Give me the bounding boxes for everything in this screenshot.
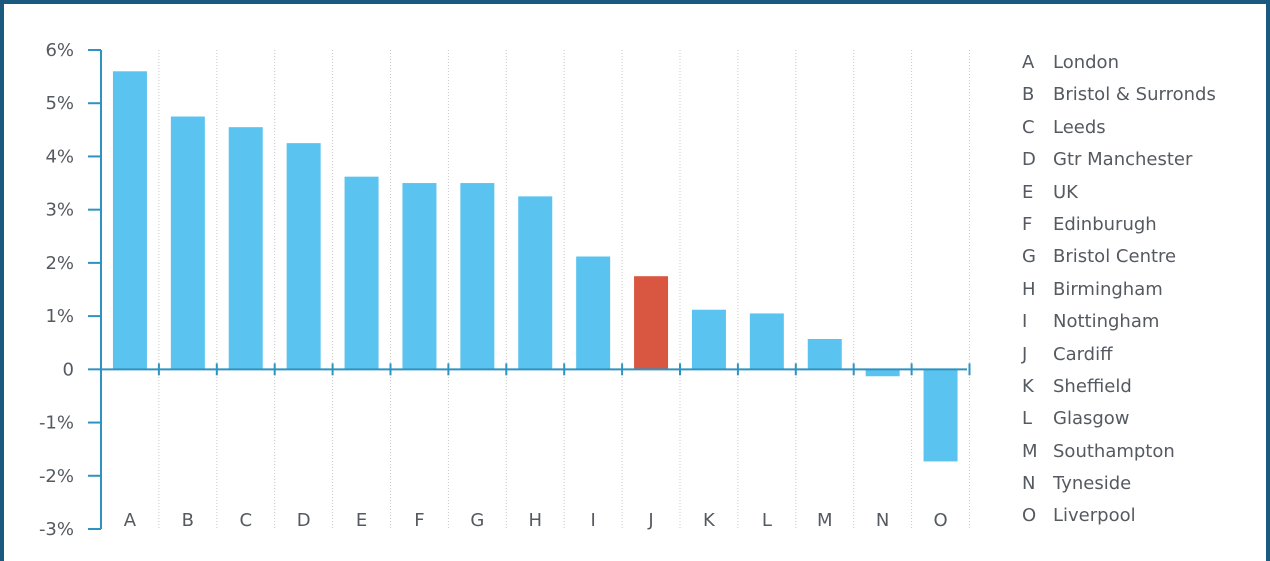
legend-label: Edinburugh (1053, 213, 1157, 235)
bars (112, 71, 958, 462)
legend-label: Liverpool (1053, 505, 1136, 527)
bar (807, 338, 842, 370)
legend-label: Cardiff (1053, 343, 1113, 365)
x-tick-label: D (297, 510, 311, 531)
legend-code: J (1022, 343, 1028, 365)
bar (576, 256, 611, 370)
y-tick-label: 0 (63, 359, 74, 380)
x-tick-label: N (876, 510, 889, 531)
legend-code: G (1022, 246, 1036, 268)
bar (518, 196, 553, 370)
bar (460, 183, 495, 370)
y-tick-label: 4% (45, 146, 74, 167)
legend-label: Birmingham (1053, 278, 1163, 300)
legend-code: H (1022, 278, 1036, 300)
bar (286, 143, 321, 370)
x-tick-label: H (528, 510, 542, 531)
x-tick-label: O (933, 510, 947, 531)
bar (402, 183, 437, 370)
x-tick-label: E (356, 510, 367, 531)
legend-item: C Leeds (1022, 112, 1216, 144)
legend-label: Leeds (1053, 116, 1106, 138)
y-tick-label: -3% (39, 519, 74, 540)
legend-item: H Birmingham (1022, 274, 1216, 306)
legend-item: L Glasgow (1022, 403, 1216, 435)
legend-label: Southampton (1053, 440, 1175, 462)
legend-item: G Bristol Centre (1022, 241, 1216, 273)
legend-label: Tyneside (1053, 473, 1132, 495)
legend-code: E (1022, 181, 1034, 203)
legend-code: C (1022, 116, 1035, 138)
legend-label: Bristol & Surronds (1053, 84, 1216, 106)
legend-code: M (1022, 440, 1038, 462)
legend-code: K (1022, 375, 1034, 397)
legend-code: A (1022, 52, 1035, 73)
bar (344, 176, 379, 370)
y-tick-label: 1% (45, 306, 74, 327)
legend-label: Bristol Centre (1053, 246, 1177, 268)
legend-item: J Cardiff (1022, 339, 1216, 371)
x-tick-label: C (239, 510, 252, 531)
bar (691, 309, 726, 370)
legend-item: I Nottingham (1022, 306, 1216, 338)
legend-item: F Edinburugh (1022, 209, 1216, 241)
legend-code: L (1022, 408, 1033, 430)
legend-code: I (1022, 311, 1028, 333)
x-tick-label: L (762, 510, 772, 531)
x-tick-label: K (703, 510, 716, 531)
y-tick-label: -2% (39, 466, 74, 487)
legend-item: D Gtr Manchester (1022, 144, 1216, 176)
axes (88, 49, 971, 530)
legend-item: A London (1022, 47, 1216, 79)
legend-item: E UK (1022, 177, 1216, 209)
x-tick-label: M (817, 510, 833, 531)
bar (228, 127, 263, 370)
legend-code: O (1022, 505, 1037, 527)
legend-code: B (1022, 84, 1035, 106)
x-tick-label: J (647, 510, 653, 531)
legend-label: Gtr Manchester (1053, 149, 1193, 171)
legend-item: O Liverpool (1022, 500, 1216, 532)
legend-label: London (1053, 52, 1119, 73)
x-tick-label: F (414, 510, 424, 531)
legend-label: UK (1053, 181, 1078, 203)
y-tick-label: 3% (45, 200, 74, 221)
legend-code: N (1022, 473, 1036, 495)
grid-lines (158, 50, 970, 530)
legend-label: Glasgow (1053, 408, 1130, 430)
x-tick-label: I (590, 510, 595, 531)
bar (170, 116, 205, 370)
legend-code: D (1022, 149, 1036, 171)
y-tick-label: -1% (39, 413, 74, 434)
legend-item: K Sheffield (1022, 371, 1216, 403)
bar (923, 369, 958, 462)
legend-code: F (1022, 213, 1033, 235)
bar (749, 313, 784, 370)
bar (112, 71, 147, 370)
bar-highlight (634, 276, 669, 370)
legend: A London B Bristol & Surronds C Leeds D Gtr Man… (1022, 47, 1216, 533)
legend-item: B Bristol & Surronds (1022, 79, 1216, 111)
bar (865, 369, 900, 377)
y-tick-label: 5% (45, 93, 74, 114)
legend-item: N Tyneside (1022, 468, 1216, 500)
x-tick-label: G (470, 510, 484, 531)
legend-label: Sheffield (1053, 375, 1132, 397)
legend-label: Nottingham (1053, 311, 1160, 333)
x-tick-label: B (182, 510, 194, 531)
legend-item: M Southampton (1022, 436, 1216, 468)
y-tick-label: 2% (45, 253, 74, 274)
tick-labels: 6% 5% 4% 3% 2% 1% 0 -1% -2% -3% A B C D E F G H I J K L M N O (39, 40, 948, 540)
x-tick-label: A (124, 510, 137, 531)
y-tick-label: 6% (45, 40, 74, 61)
